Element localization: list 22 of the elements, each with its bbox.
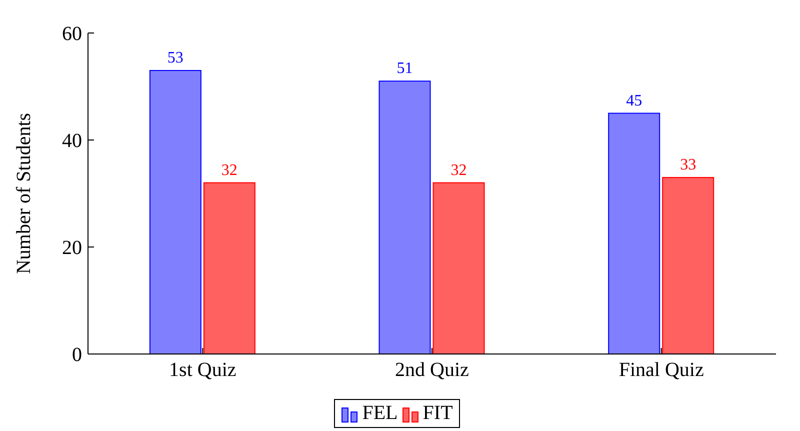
bar bbox=[378, 80, 431, 354]
bar bbox=[203, 182, 256, 354]
x-tick-label: 2nd Quiz bbox=[395, 359, 470, 382]
bar bbox=[432, 182, 485, 354]
y-tick-label: 0 bbox=[72, 344, 82, 366]
data-label: 32 bbox=[221, 162, 238, 179]
data-label: 51 bbox=[396, 60, 413, 78]
bar bbox=[662, 176, 714, 354]
data-label: 45 bbox=[626, 92, 642, 110]
legend-label: FIT bbox=[422, 402, 453, 425]
legend-label: FEL bbox=[362, 402, 398, 425]
bar bbox=[608, 112, 660, 354]
data-label: 32 bbox=[450, 162, 467, 179]
y-tick-label: 20 bbox=[62, 237, 82, 260]
y-tick-label: 60 bbox=[62, 23, 82, 46]
data-label: 53 bbox=[167, 49, 184, 66]
x-tick-label: Final Quiz bbox=[618, 359, 704, 382]
x-tick-label: 1st Quiz bbox=[169, 359, 236, 382]
bar bbox=[149, 70, 202, 354]
y-axis-title: Number of Students bbox=[13, 112, 36, 274]
y-tick-label: 40 bbox=[62, 130, 82, 152]
data-label: 33 bbox=[680, 156, 696, 174]
